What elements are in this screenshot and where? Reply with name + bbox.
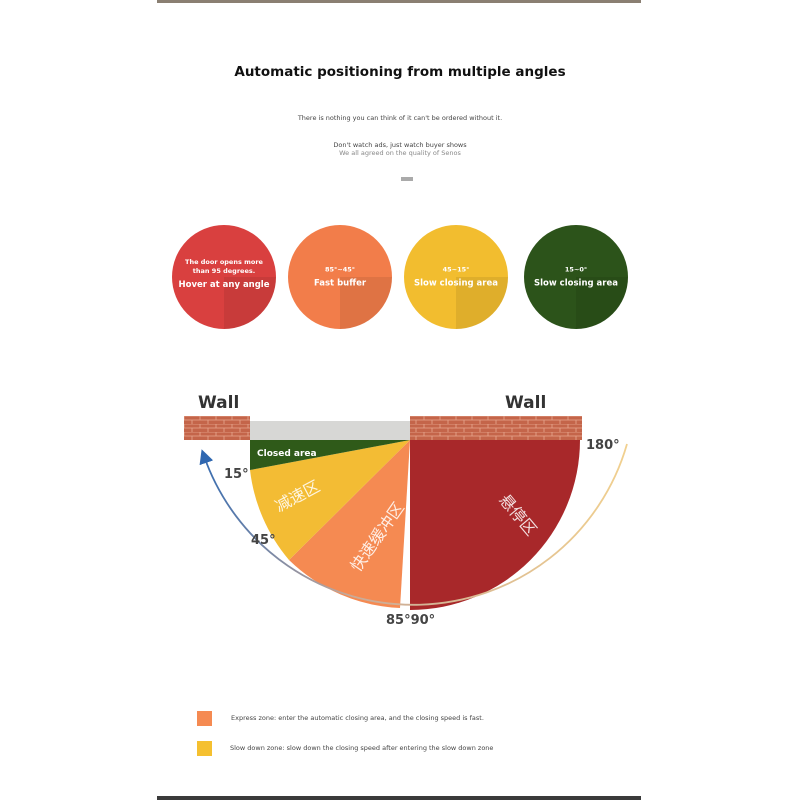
circle-shade <box>576 277 628 329</box>
closed-zone-sector <box>250 440 410 470</box>
angle-45-label: 45° <box>251 533 276 548</box>
wall-label-right: Wall <box>505 393 546 413</box>
circle-shade <box>224 277 276 329</box>
rotation-arc-arrow <box>199 443 628 606</box>
zone-label: Hover at any angle <box>178 279 270 290</box>
wall-left-bricks <box>184 416 250 440</box>
top-image-edge <box>157 0 641 3</box>
subtitle-text: There is nothing you can think of it can… <box>297 114 503 122</box>
zone-range: The door opens more than 95 degrees. <box>185 257 263 275</box>
zone-label: Fast buffer <box>313 278 367 289</box>
legend-swatch <box>197 741 212 756</box>
wall-right-bricks <box>410 416 582 440</box>
door-angle-diagram: Wall Wall Closed area 减速区 快速缓冲区 悬停区 15° … <box>184 393 628 628</box>
hover-zone-sector <box>410 440 580 610</box>
divider <box>401 177 413 181</box>
closed-area-label: Closed area <box>257 449 317 459</box>
legend-text: Slow down zone: slow down the closing sp… <box>230 744 494 752</box>
circle-shade <box>456 277 508 329</box>
zone-circle-fast: 85°~45° Fast buffer <box>288 225 392 329</box>
legend-text: Express zone: enter the automatic closin… <box>231 714 484 722</box>
slow-zone-sector <box>250 440 410 560</box>
fast-zone-sector <box>289 440 410 608</box>
zone-range: 45~15° <box>442 265 470 274</box>
zone-circle-hover: The door opens more than 95 degrees. Hov… <box>172 225 276 329</box>
zone-label: Slow closing area <box>534 278 618 289</box>
subtitle-text-2: Don't watch ads, just watch buyer shows <box>333 141 467 149</box>
bottom-image-edge <box>157 796 641 800</box>
zone-range: 15~0° <box>564 265 588 274</box>
angle-15-label: 15° <box>224 467 249 482</box>
legend-swatch <box>197 711 212 726</box>
zone-circle-slow: 45~15° Slow closing area <box>404 225 508 329</box>
angle-90-label: 85°90° <box>386 613 435 628</box>
marble-threshold <box>250 421 410 441</box>
circle-shade <box>340 277 392 329</box>
subtitle-text-3: We all agreed on the quality of Senos <box>339 149 461 157</box>
zone-range: 85°~45° <box>324 265 356 274</box>
page-title: Automatic positioning from multiple angl… <box>234 64 566 80</box>
wall-label-left: Wall <box>198 393 239 413</box>
subtitle-block: Don't watch ads, just watch buyer shows … <box>0 141 800 157</box>
zone-label: Slow closing area <box>414 278 498 289</box>
zone-circle-closing: 15~0° Slow closing area <box>524 225 628 329</box>
angle-180-label: 180° <box>586 438 620 453</box>
